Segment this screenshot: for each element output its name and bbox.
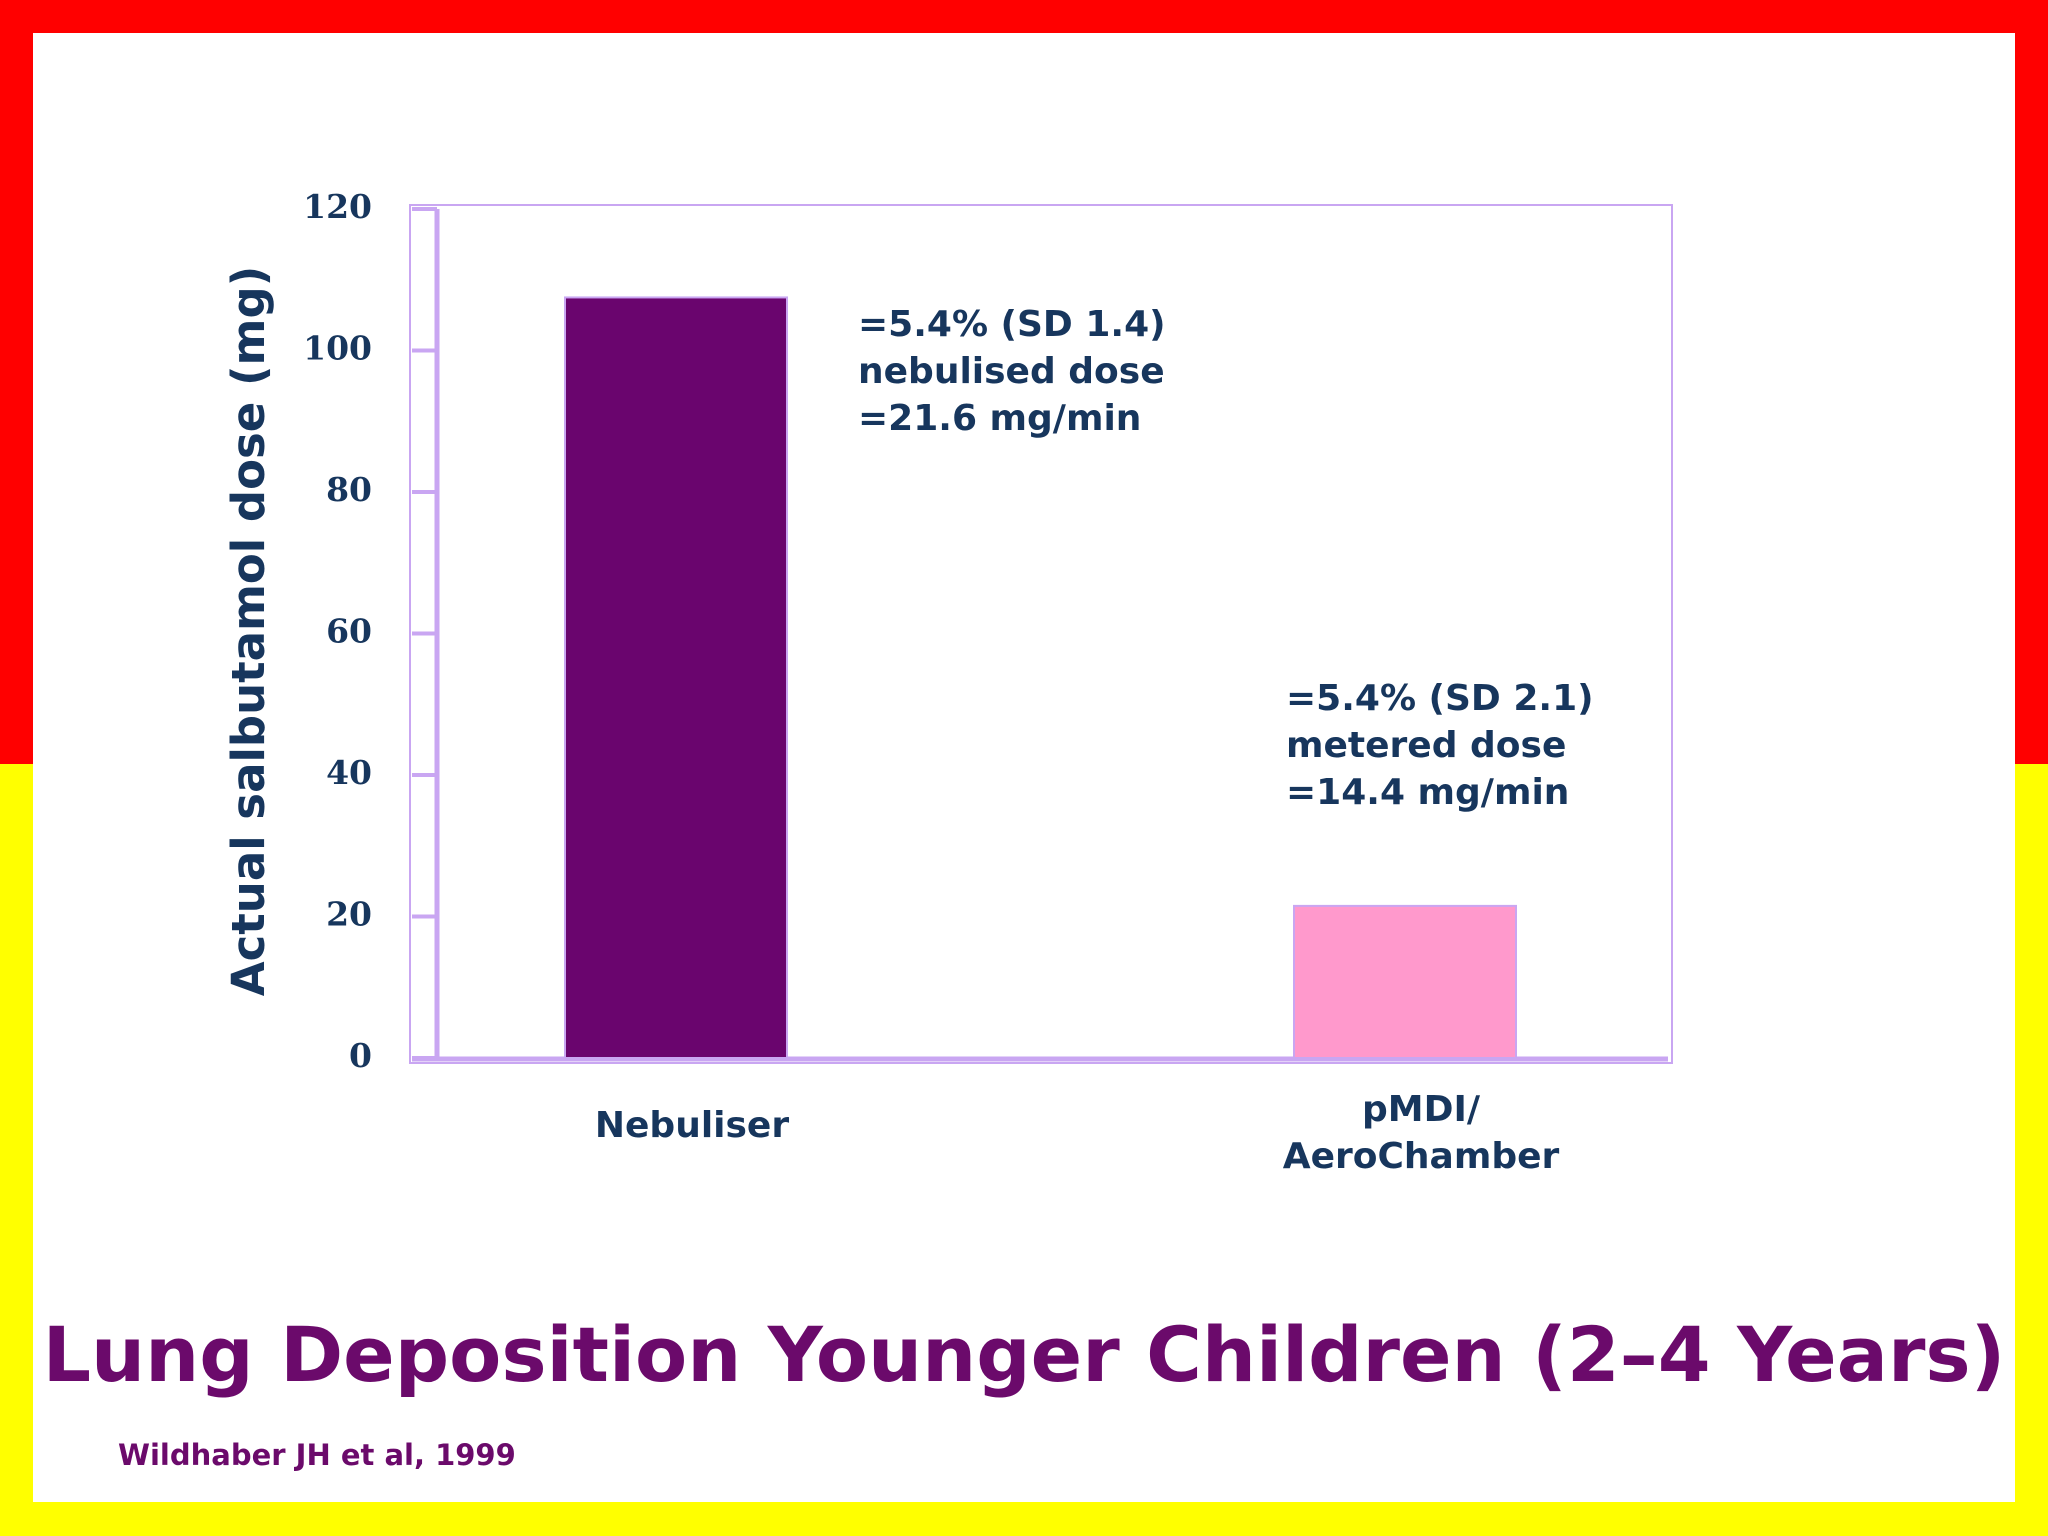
slide-title: Lung Deposition Younger Children (2–4 Ye… xyxy=(42,1310,2006,1399)
y-tick-label: 80 xyxy=(326,470,372,509)
bar xyxy=(1293,904,1517,1060)
y-tick-label: 120 xyxy=(303,187,372,226)
y-tick-label: 0 xyxy=(349,1036,372,1075)
annotation: =5.4% (SD 2.1) metered dose =14.4 mg/min xyxy=(1286,675,1594,816)
source-note: Wildhaber JH et al, 1999 xyxy=(118,1438,516,1472)
x-tick-label: Nebuliser xyxy=(594,1105,790,1146)
y-tick-label: 60 xyxy=(326,612,372,651)
slide-panel xyxy=(33,33,2015,1502)
annotation-line: nebulised dose xyxy=(858,351,1165,392)
y-tick-label: 100 xyxy=(303,329,372,368)
x-tick-label: pMDI/ AeroChamber xyxy=(1282,1089,1560,1177)
annotation: =5.4% (SD 1.4) nebulised dose =21.6 mg/min xyxy=(858,301,1166,442)
y-axis-label: Actual salbutamol dose (mg) xyxy=(222,266,275,996)
y-tick-label: 20 xyxy=(326,895,372,934)
plot-frame xyxy=(409,204,1673,1064)
annotation-line: =5.4% (SD 2.1) xyxy=(1286,678,1594,719)
annotation-line: metered dose xyxy=(1286,725,1567,766)
annotation-line: =14.4 mg/min xyxy=(1286,772,1570,813)
annotation-line: =21.6 mg/min xyxy=(858,398,1142,439)
y-tick-label: 40 xyxy=(326,753,372,792)
bar xyxy=(564,296,788,1059)
annotation-line: =5.4% (SD 1.4) xyxy=(858,304,1166,345)
